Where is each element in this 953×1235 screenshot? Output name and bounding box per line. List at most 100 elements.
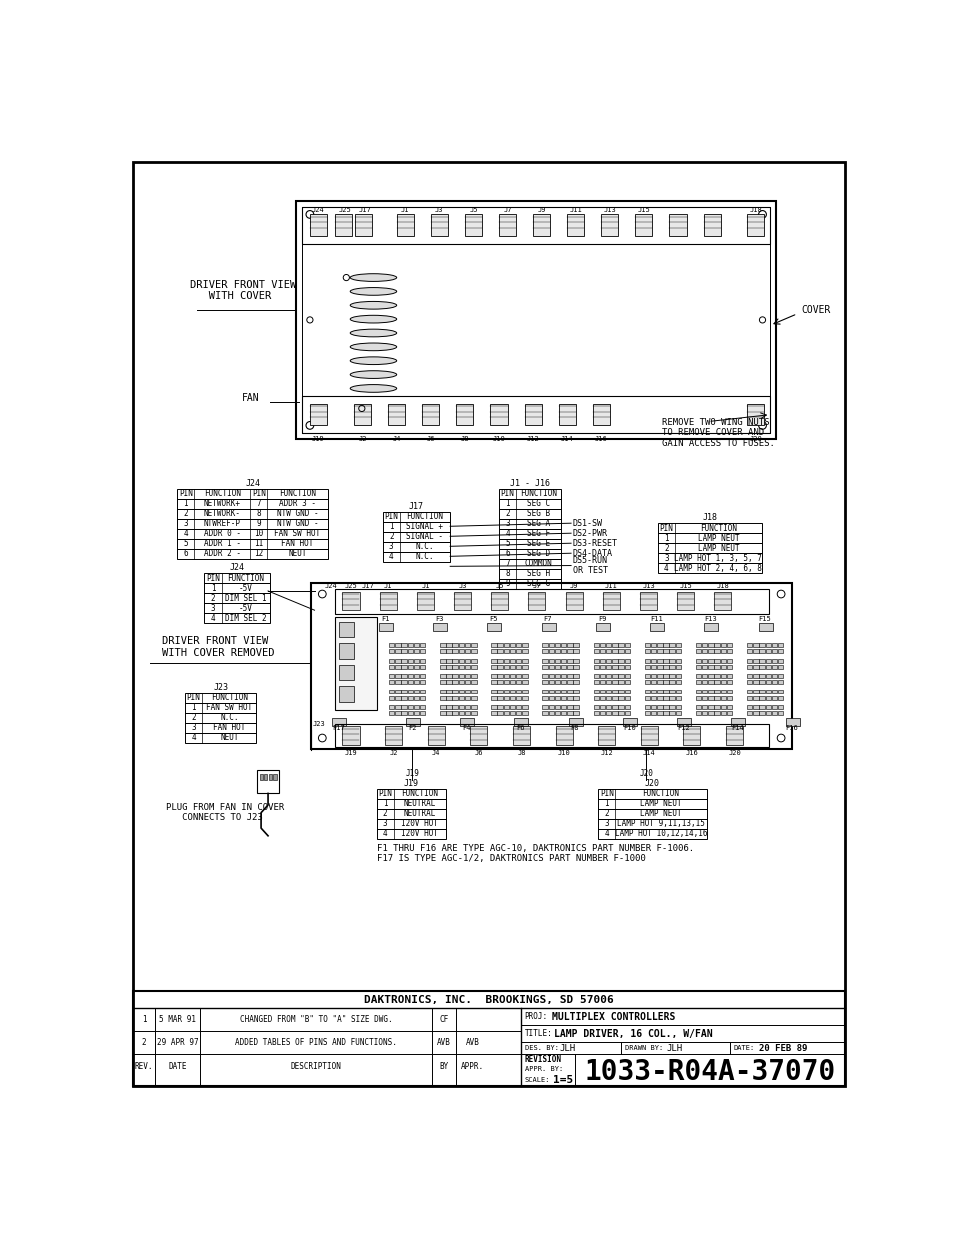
Bar: [389, 680, 394, 684]
Bar: [491, 592, 508, 610]
Bar: [446, 650, 452, 653]
Bar: [419, 695, 425, 699]
Text: PIN: PIN: [659, 524, 673, 532]
Bar: [490, 404, 507, 425]
Bar: [310, 215, 327, 236]
Bar: [720, 689, 725, 693]
Bar: [669, 215, 686, 236]
Bar: [419, 650, 425, 653]
Text: SEG D: SEG D: [526, 550, 550, 558]
Bar: [439, 680, 445, 684]
Bar: [259, 774, 262, 781]
Bar: [177, 499, 328, 509]
Text: J9: J9: [569, 583, 578, 589]
Bar: [695, 650, 700, 653]
Bar: [354, 404, 371, 425]
Bar: [456, 404, 473, 425]
Bar: [618, 711, 623, 715]
Bar: [498, 529, 560, 538]
Bar: [491, 658, 497, 662]
Bar: [458, 643, 464, 647]
Bar: [720, 695, 725, 699]
Bar: [725, 726, 742, 745]
Bar: [726, 705, 732, 709]
Bar: [414, 650, 418, 653]
Bar: [452, 664, 457, 668]
Bar: [618, 650, 623, 653]
Bar: [731, 718, 744, 726]
Bar: [389, 695, 394, 699]
Bar: [726, 650, 732, 653]
Bar: [204, 614, 270, 624]
Text: REVISION: REVISION: [524, 1056, 561, 1065]
Bar: [759, 664, 764, 668]
Bar: [542, 674, 547, 678]
Text: PIN: PIN: [252, 489, 265, 498]
Text: J3: J3: [457, 583, 466, 589]
Text: ADDR 2 -: ADDR 2 -: [204, 550, 240, 558]
Bar: [605, 650, 611, 653]
Bar: [618, 705, 623, 709]
Bar: [778, 643, 782, 647]
Bar: [464, 658, 470, 662]
Bar: [395, 674, 400, 678]
Bar: [720, 680, 725, 684]
Bar: [778, 680, 782, 684]
Text: J20: J20: [644, 779, 659, 788]
Bar: [521, 643, 527, 647]
Bar: [332, 718, 346, 726]
Bar: [464, 695, 470, 699]
Text: DS5-RUN
OR TEST: DS5-RUN OR TEST: [572, 556, 607, 576]
Bar: [419, 689, 425, 693]
Bar: [726, 643, 732, 647]
Bar: [560, 650, 566, 653]
Bar: [612, 664, 617, 668]
Bar: [778, 674, 782, 678]
Text: SEG H: SEG H: [526, 569, 550, 578]
Text: F13: F13: [703, 616, 717, 622]
Text: 4: 4: [211, 614, 215, 622]
Bar: [335, 618, 377, 710]
Text: 1: 1: [183, 499, 188, 508]
Text: 3: 3: [183, 519, 188, 529]
Text: 6: 6: [505, 550, 509, 558]
Bar: [714, 711, 720, 715]
Bar: [707, 658, 713, 662]
Text: F11: F11: [649, 616, 662, 622]
Text: 2: 2: [505, 509, 509, 517]
Bar: [759, 680, 764, 684]
Text: DESCRIPTION: DESCRIPTION: [291, 1062, 341, 1071]
Text: DIM SEL 2: DIM SEL 2: [225, 614, 266, 622]
Bar: [401, 650, 406, 653]
Text: NTW GND -: NTW GND -: [276, 509, 318, 517]
Text: FUNCTION: FUNCTION: [406, 513, 443, 521]
Bar: [458, 705, 464, 709]
Bar: [503, 689, 509, 693]
Bar: [498, 499, 560, 509]
Bar: [204, 573, 270, 583]
Text: J16: J16: [595, 436, 607, 442]
Bar: [542, 695, 547, 699]
Bar: [726, 664, 732, 668]
Text: 4: 4: [389, 552, 394, 561]
Bar: [471, 711, 476, 715]
Bar: [612, 650, 617, 653]
Bar: [378, 624, 393, 631]
Bar: [503, 680, 509, 684]
Bar: [471, 674, 476, 678]
Bar: [470, 726, 487, 745]
Text: NETWORK-: NETWORK-: [204, 509, 240, 517]
Bar: [662, 664, 668, 668]
Text: J5: J5: [469, 206, 477, 212]
Bar: [264, 774, 267, 781]
Bar: [662, 705, 668, 709]
Bar: [497, 695, 502, 699]
Bar: [644, 664, 649, 668]
Bar: [593, 658, 598, 662]
Bar: [746, 680, 752, 684]
Text: 3: 3: [192, 724, 195, 732]
Text: F4: F4: [461, 725, 470, 731]
Bar: [464, 215, 481, 236]
Text: 2: 2: [382, 809, 387, 819]
Text: 29 APR 97: 29 APR 97: [156, 1039, 198, 1047]
